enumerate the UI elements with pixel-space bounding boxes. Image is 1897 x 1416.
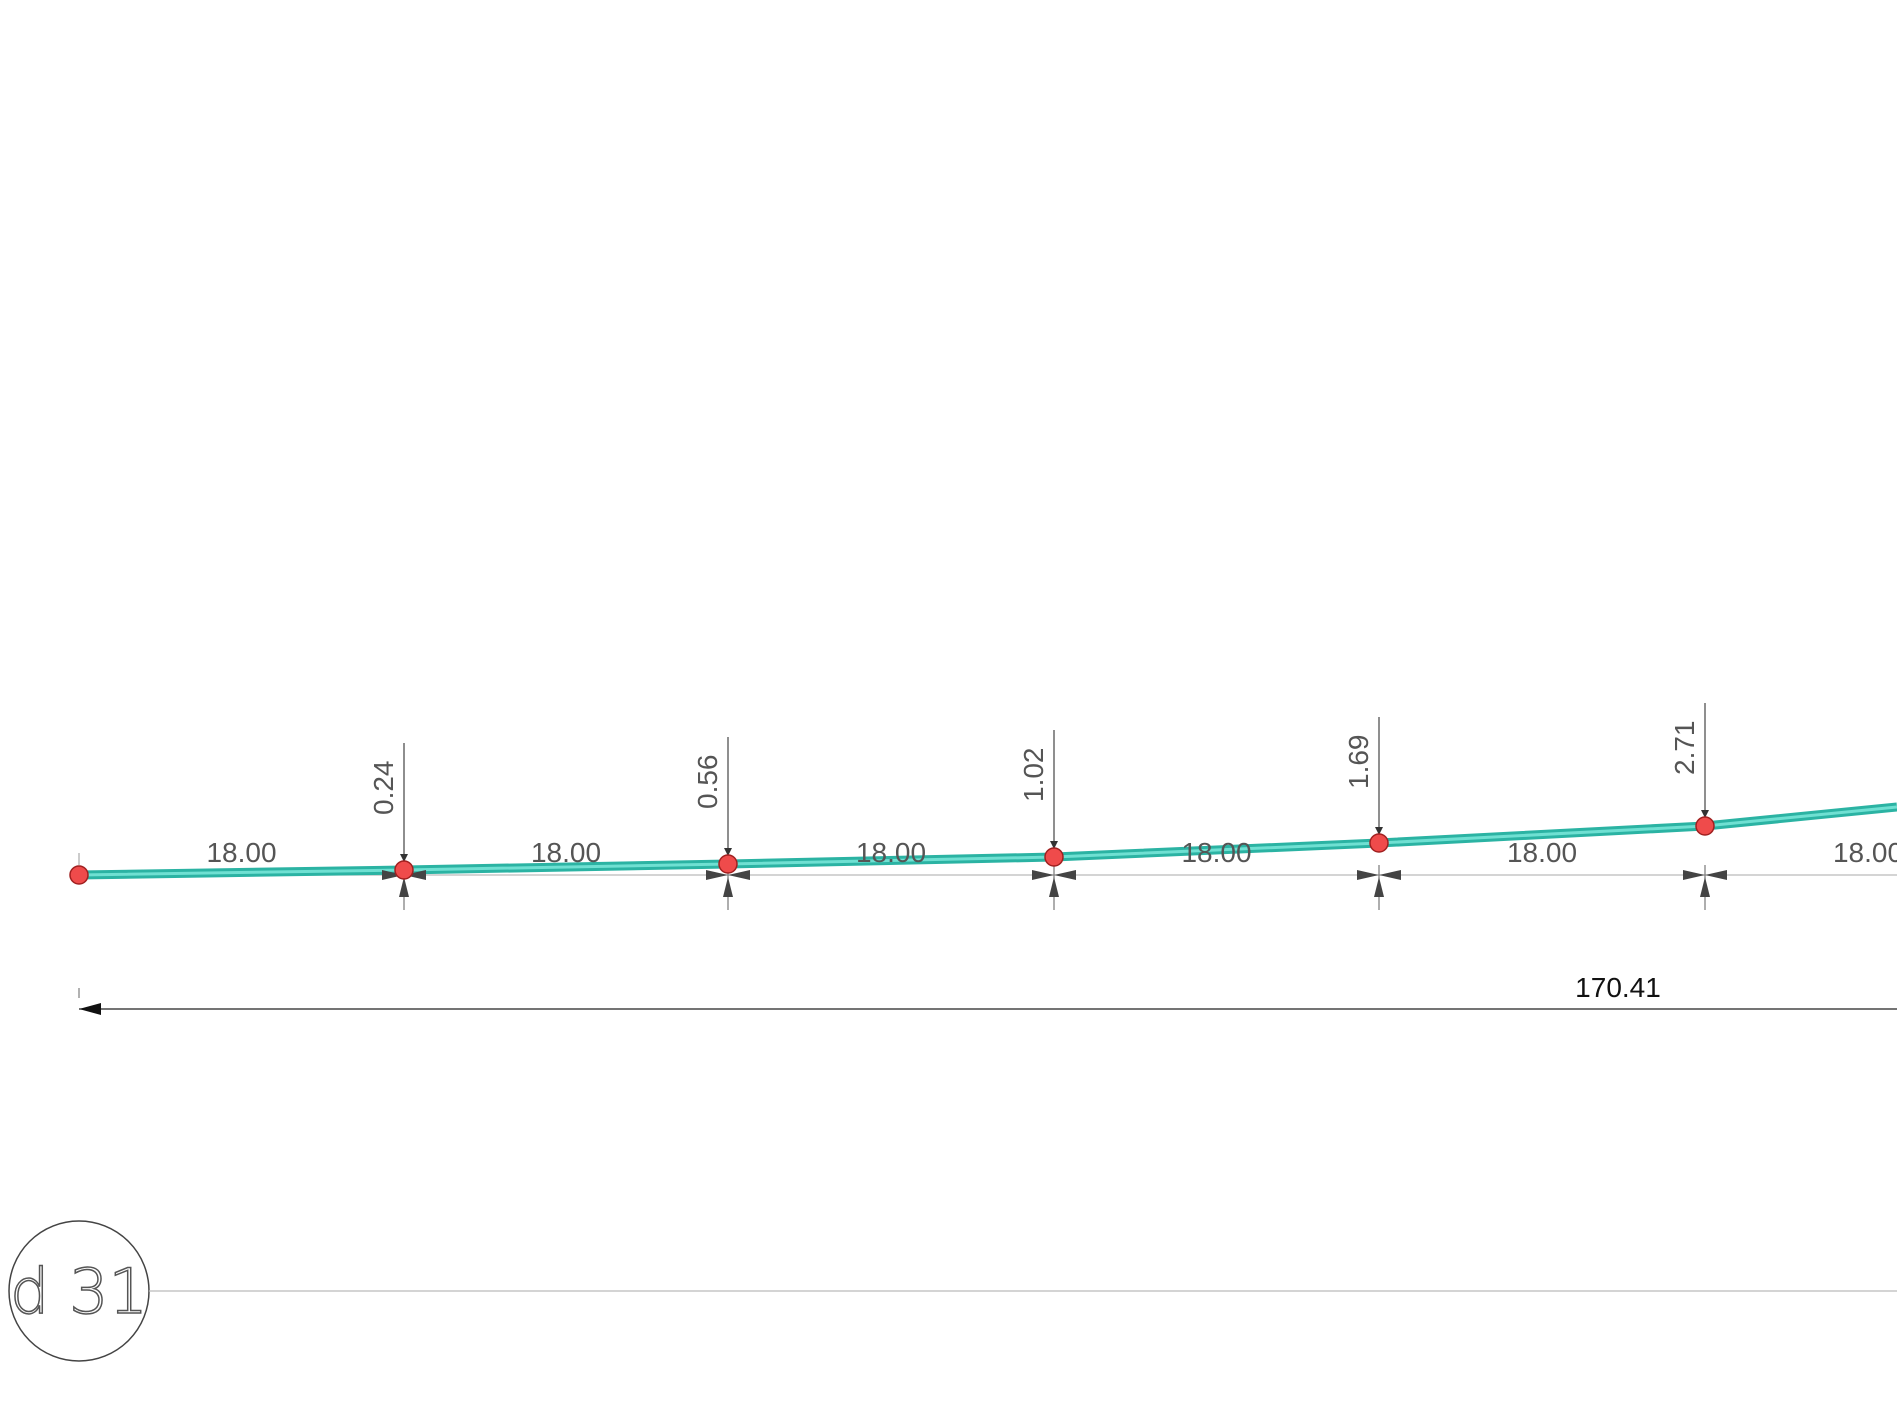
span-length: 18.00	[531, 837, 601, 868]
total-arrow	[79, 1003, 101, 1015]
dim-arrows	[1032, 870, 1076, 897]
beam-highlight	[78, 805, 1897, 877]
dim-arrows	[1683, 870, 1727, 897]
dimension-layer: 18.00 18.00 18.00 18.00 18.00 18.00 0.24 0.56 1.…	[69, 703, 1897, 910]
node	[1369, 833, 1389, 853]
span-length: 18.00	[1181, 837, 1251, 868]
dim-arrows	[382, 870, 426, 897]
span-length: 18.00	[1833, 837, 1897, 868]
offset-value: 1.02	[1018, 748, 1049, 803]
node	[718, 854, 738, 874]
grid-label: d 31	[10, 1255, 148, 1328]
dim-arrows	[1357, 870, 1401, 897]
offset-value: 2.71	[1669, 721, 1700, 776]
span-length: 18.00	[1507, 837, 1577, 868]
offset-value: 0.56	[692, 755, 723, 810]
total-length: 170.41	[1575, 972, 1661, 1003]
offset-value: 0.24	[368, 761, 399, 816]
node	[1695, 816, 1715, 836]
node	[69, 865, 89, 885]
offset-value: 1.69	[1343, 735, 1374, 790]
beam	[78, 802, 1897, 880]
dim-arrows	[706, 870, 750, 897]
span-length: 18.00	[856, 837, 926, 868]
span-length: 18.00	[206, 837, 276, 868]
node	[1044, 847, 1064, 867]
node	[394, 860, 414, 880]
